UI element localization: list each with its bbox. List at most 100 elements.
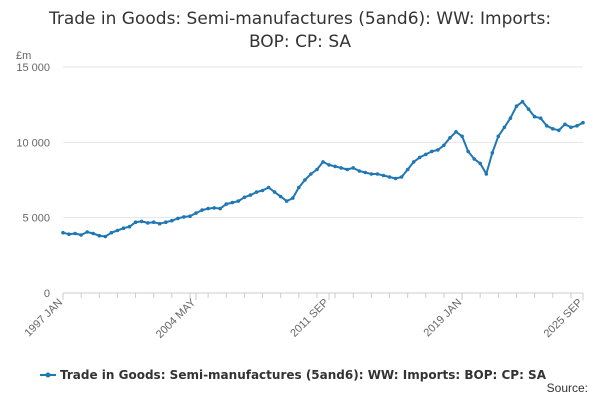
data-point [532,114,537,119]
y-axis-tick-labels: 0 5 000 10 000 15 000 [16,62,50,300]
data-point [61,230,65,235]
data-point [424,152,428,157]
y-tick-label: 10 000 [16,137,50,149]
data-point [538,116,543,120]
data-point [109,230,114,235]
data-point [67,232,71,236]
data-point [478,161,483,166]
data-point [133,220,138,224]
data-point [194,211,198,215]
data-point [454,130,458,134]
data-point [212,206,216,210]
data-point [200,208,204,212]
data-point [496,134,501,139]
series-layer [61,99,585,239]
y-tick-label: 0 [44,288,50,300]
data-point [97,233,102,238]
y-tick-label: 5 000 [22,213,50,225]
data-point [303,178,307,182]
data-point [411,160,416,164]
data-point [375,172,380,176]
data-point [278,194,283,199]
data-point [164,220,168,224]
data-point [127,224,132,229]
data-point [266,185,271,190]
data-point [399,175,404,179]
data-point [157,221,162,226]
data-point [333,164,337,169]
x-tick-label: 2025 SEP [542,297,586,341]
data-point [563,122,567,127]
data-point [321,160,325,164]
x-axis-tick-labels: 1997 JAN 2004 MAY 2011 SEP 2019 JAN 2025 SEP [22,296,585,341]
data-point [544,124,549,128]
data-point [484,172,489,176]
data-point [85,230,89,234]
data-point [206,206,210,211]
data-point [526,107,531,111]
y-axis-unit-label: £m [16,50,31,62]
data-point [345,167,350,172]
data-point [248,193,253,197]
x-axis [62,292,584,300]
data-point [151,220,156,224]
data-point [272,190,277,194]
data-point [520,99,525,104]
data-point [260,188,265,193]
data-point [73,231,77,236]
data-point [557,128,561,133]
data-point [581,120,585,125]
data-point [145,221,150,225]
data-point [284,199,289,203]
data-point [103,234,108,239]
data-point [121,226,126,230]
data-point [430,149,434,154]
data-point [393,176,398,181]
data-point [230,200,235,205]
data-point [569,125,573,130]
data-point [242,195,247,200]
data-point [351,166,356,170]
data-point [514,104,519,108]
data-point [442,143,446,148]
legend[interactable]: Trade in Goods: Semi-manufactures (5and6… [40,368,547,382]
data-point [291,196,295,200]
x-tick-label: 2004 MAY [154,296,199,341]
data-point [224,202,229,206]
data-point [575,124,579,128]
x-tick-label: 2019 JAN [422,297,465,340]
data-point [369,172,374,176]
data-point [115,228,120,233]
data-point [490,151,495,155]
data-point [417,155,422,160]
data-point [339,166,343,170]
data-point [218,206,222,211]
data-point [357,169,362,173]
data-point [472,157,477,161]
data-point [327,163,331,167]
data-point [387,175,392,179]
data-point [139,219,144,224]
data-point [309,172,313,176]
legend-marker-swatch [45,372,51,378]
x-tick-label: 1997 JAN [22,297,65,340]
data-point [502,125,507,130]
data-point [176,216,180,221]
x-tick-label: 2011 SEP [288,297,331,340]
data-point [170,218,174,223]
series-line [62,100,584,238]
data-point [436,148,440,152]
data-point [315,167,319,172]
data-point [508,116,513,120]
chart-title-line-2: BOP: CP: SA [249,32,351,52]
data-point [182,215,186,219]
data-point [79,233,83,237]
data-point [363,170,368,175]
data-point [381,173,386,178]
chart-title-line-1: Trade in Goods: Semi-manufactures (5and6… [48,9,551,29]
data-point [236,199,241,203]
source-label: Source: [547,381,588,395]
data-point [254,190,259,194]
